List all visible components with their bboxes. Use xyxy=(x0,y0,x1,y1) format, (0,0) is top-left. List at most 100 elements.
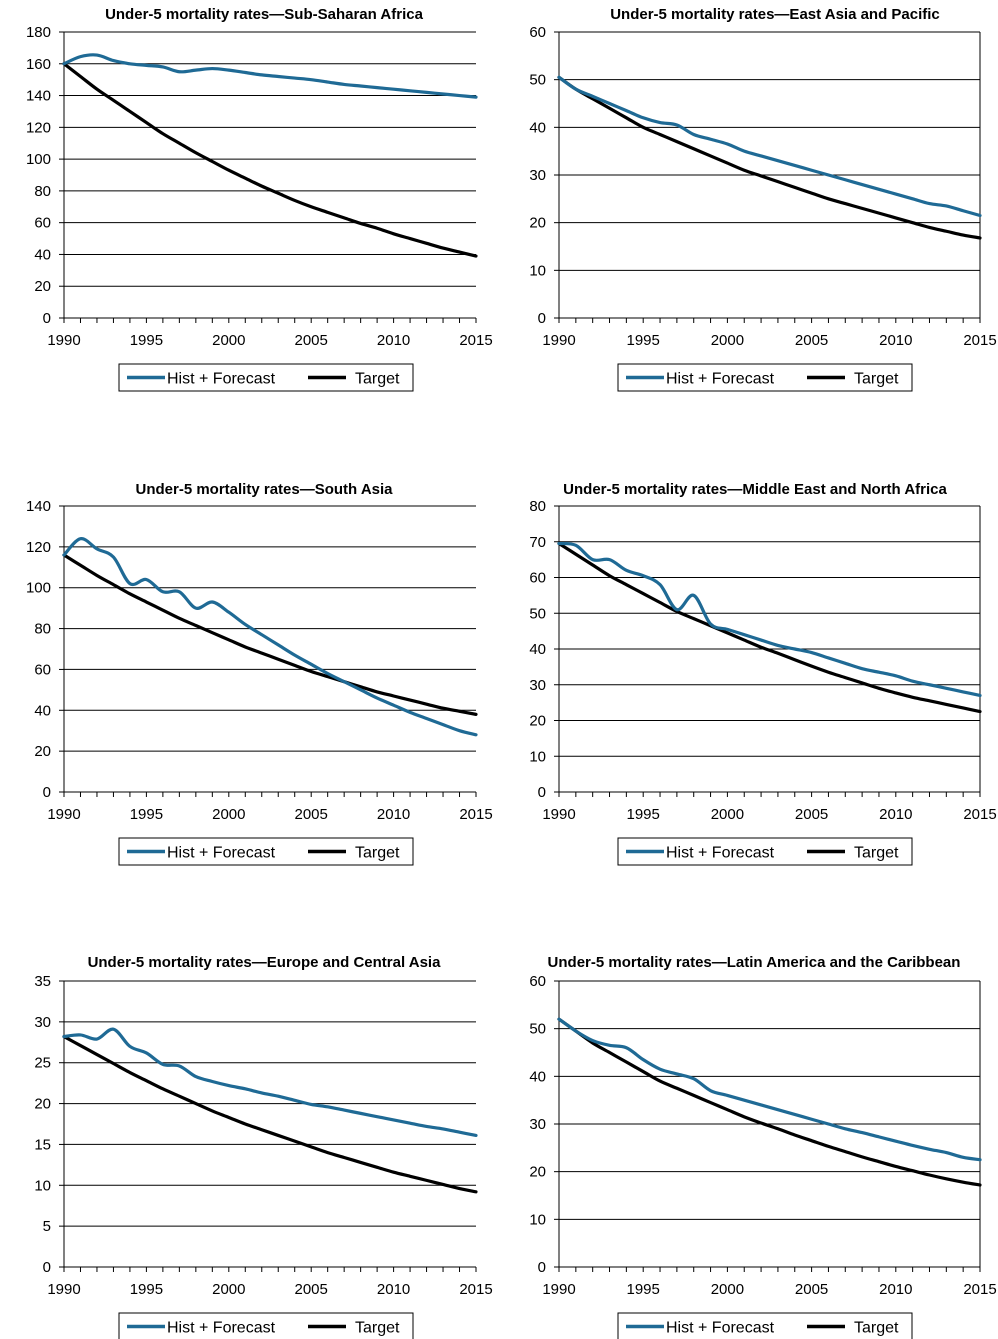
y-tick-label: 80 xyxy=(34,183,51,200)
y-tick-label: 80 xyxy=(34,621,51,638)
chart-panel-1: Under-5 mortality rates—Sub-Saharan Afri… xyxy=(26,6,493,392)
y-tick-label: 120 xyxy=(26,539,51,556)
x-tick-label: 1990 xyxy=(542,1281,575,1298)
y-tick-label: 60 xyxy=(34,215,51,232)
y-tick-label: 10 xyxy=(529,748,546,765)
x-tick-label: 2015 xyxy=(459,1281,492,1298)
chart-panel-5: Under-5 mortality rates—Europe and Centr… xyxy=(34,954,493,1339)
series-line-target xyxy=(557,541,982,714)
x-tick-label: 1990 xyxy=(47,1281,80,1298)
legend-label-target: Target xyxy=(854,845,899,862)
x-tick-label: 2015 xyxy=(459,332,492,349)
y-tick-label: 35 xyxy=(34,973,51,990)
series-line-hist-forecast xyxy=(62,1027,478,1138)
legend-box xyxy=(118,363,414,392)
x-tick-label: 2000 xyxy=(212,332,245,349)
y-tick-label: 30 xyxy=(529,167,546,184)
y-tick-label: 60 xyxy=(34,661,51,678)
series-line-hist-forecast xyxy=(557,1017,982,1162)
y-tick-label: 10 xyxy=(34,1177,51,1194)
series-line-target xyxy=(62,553,478,716)
y-tick-label: 10 xyxy=(529,1211,546,1228)
legend: Hist + Forecast Target xyxy=(617,363,913,392)
x-tick-label: 1995 xyxy=(130,806,163,823)
y-tick-label: 100 xyxy=(26,580,51,597)
y-tick-label: 5 xyxy=(43,1218,51,1235)
series-line-target xyxy=(557,1017,982,1187)
legend-label-target: Target xyxy=(355,845,400,862)
x-tick-label: 1995 xyxy=(130,332,163,349)
chart-panel-4: Under-5 mortality rates—Middle East and … xyxy=(529,481,997,866)
y-tick-label: 0 xyxy=(538,310,546,327)
y-tick-label: 20 xyxy=(529,713,546,730)
y-tick-label: 40 xyxy=(34,246,51,263)
series-line-hist-forecast xyxy=(557,541,982,698)
y-tick-label: 0 xyxy=(538,1259,546,1276)
y-tick-label: 60 xyxy=(529,570,546,587)
series-line-target xyxy=(62,62,478,258)
x-tick-label: 1990 xyxy=(47,806,80,823)
y-tick-label: 0 xyxy=(43,784,51,801)
y-tick-label: 30 xyxy=(34,1014,51,1031)
chart-title: Under-5 mortality rates—Europe and Centr… xyxy=(88,954,442,971)
y-tick-label: 0 xyxy=(43,1259,51,1276)
y-tick-label: 50 xyxy=(529,72,546,89)
y-tick-label: 140 xyxy=(26,498,51,515)
x-tick-label: 2010 xyxy=(377,332,410,349)
y-tick-label: 120 xyxy=(26,119,51,136)
x-tick-label: 2005 xyxy=(295,1281,328,1298)
legend-label-hist-forecast: Hist + Forecast xyxy=(666,371,775,388)
y-tick-label: 140 xyxy=(26,88,51,105)
x-tick-label: 2015 xyxy=(459,806,492,823)
legend-box xyxy=(617,837,913,866)
chart-panel-6: Under-5 mortality rates—Latin America an… xyxy=(529,954,997,1339)
x-tick-label: 2005 xyxy=(295,806,328,823)
chart-title: Under-5 mortality rates—South Asia xyxy=(136,481,394,498)
x-tick-label: 2015 xyxy=(963,332,996,349)
y-tick-label: 50 xyxy=(529,605,546,622)
y-tick-label: 30 xyxy=(529,1116,546,1133)
x-tick-label: 2015 xyxy=(963,806,996,823)
y-tick-label: 40 xyxy=(529,641,546,658)
x-tick-label: 2010 xyxy=(377,1281,410,1298)
y-tick-label: 0 xyxy=(43,310,51,327)
x-tick-label: 2005 xyxy=(795,332,828,349)
legend-label-target: Target xyxy=(355,371,400,388)
x-tick-label: 2000 xyxy=(711,1281,744,1298)
x-tick-label: 2010 xyxy=(879,332,912,349)
series-line-hist-forecast xyxy=(62,53,478,99)
y-tick-label: 15 xyxy=(34,1136,51,1153)
x-tick-label: 2005 xyxy=(795,1281,828,1298)
chart-panel-2: Under-5 mortality rates—East Asia and Pa… xyxy=(529,6,997,392)
y-tick-label: 60 xyxy=(529,973,546,990)
y-tick-label: 0 xyxy=(538,784,546,801)
x-tick-label: 2000 xyxy=(711,806,744,823)
y-tick-label: 180 xyxy=(26,24,51,41)
legend-label-target: Target xyxy=(355,1320,400,1337)
legend: Hist + Forecast Target xyxy=(118,363,414,392)
y-tick-label: 40 xyxy=(529,1068,546,1085)
y-tick-label: 50 xyxy=(529,1021,546,1038)
y-tick-label: 70 xyxy=(529,534,546,551)
x-tick-label: 2015 xyxy=(963,1281,996,1298)
y-tick-label: 80 xyxy=(529,498,546,515)
legend: Hist + Forecast Target xyxy=(617,1312,913,1339)
x-tick-label: 1995 xyxy=(627,332,660,349)
legend-label-hist-forecast: Hist + Forecast xyxy=(167,845,276,862)
x-tick-label: 1995 xyxy=(627,1281,660,1298)
y-tick-label: 20 xyxy=(34,743,51,760)
y-tick-label: 20 xyxy=(529,215,546,232)
legend-label-target: Target xyxy=(854,371,899,388)
x-tick-label: 2010 xyxy=(879,1281,912,1298)
legend: Hist + Forecast Target xyxy=(617,837,913,866)
y-tick-label: 160 xyxy=(26,56,51,73)
legend-label-hist-forecast: Hist + Forecast xyxy=(666,845,775,862)
legend-label-hist-forecast: Hist + Forecast xyxy=(167,371,276,388)
series-line-target xyxy=(557,75,982,240)
y-tick-label: 30 xyxy=(529,677,546,694)
chart-panel-3: Under-5 mortality rates—South Asia 0 20 40 6… xyxy=(26,481,493,866)
x-tick-label: 2000 xyxy=(212,1281,245,1298)
y-tick-label: 40 xyxy=(34,702,51,719)
x-tick-label: 1995 xyxy=(627,806,660,823)
x-tick-label: 2010 xyxy=(879,806,912,823)
